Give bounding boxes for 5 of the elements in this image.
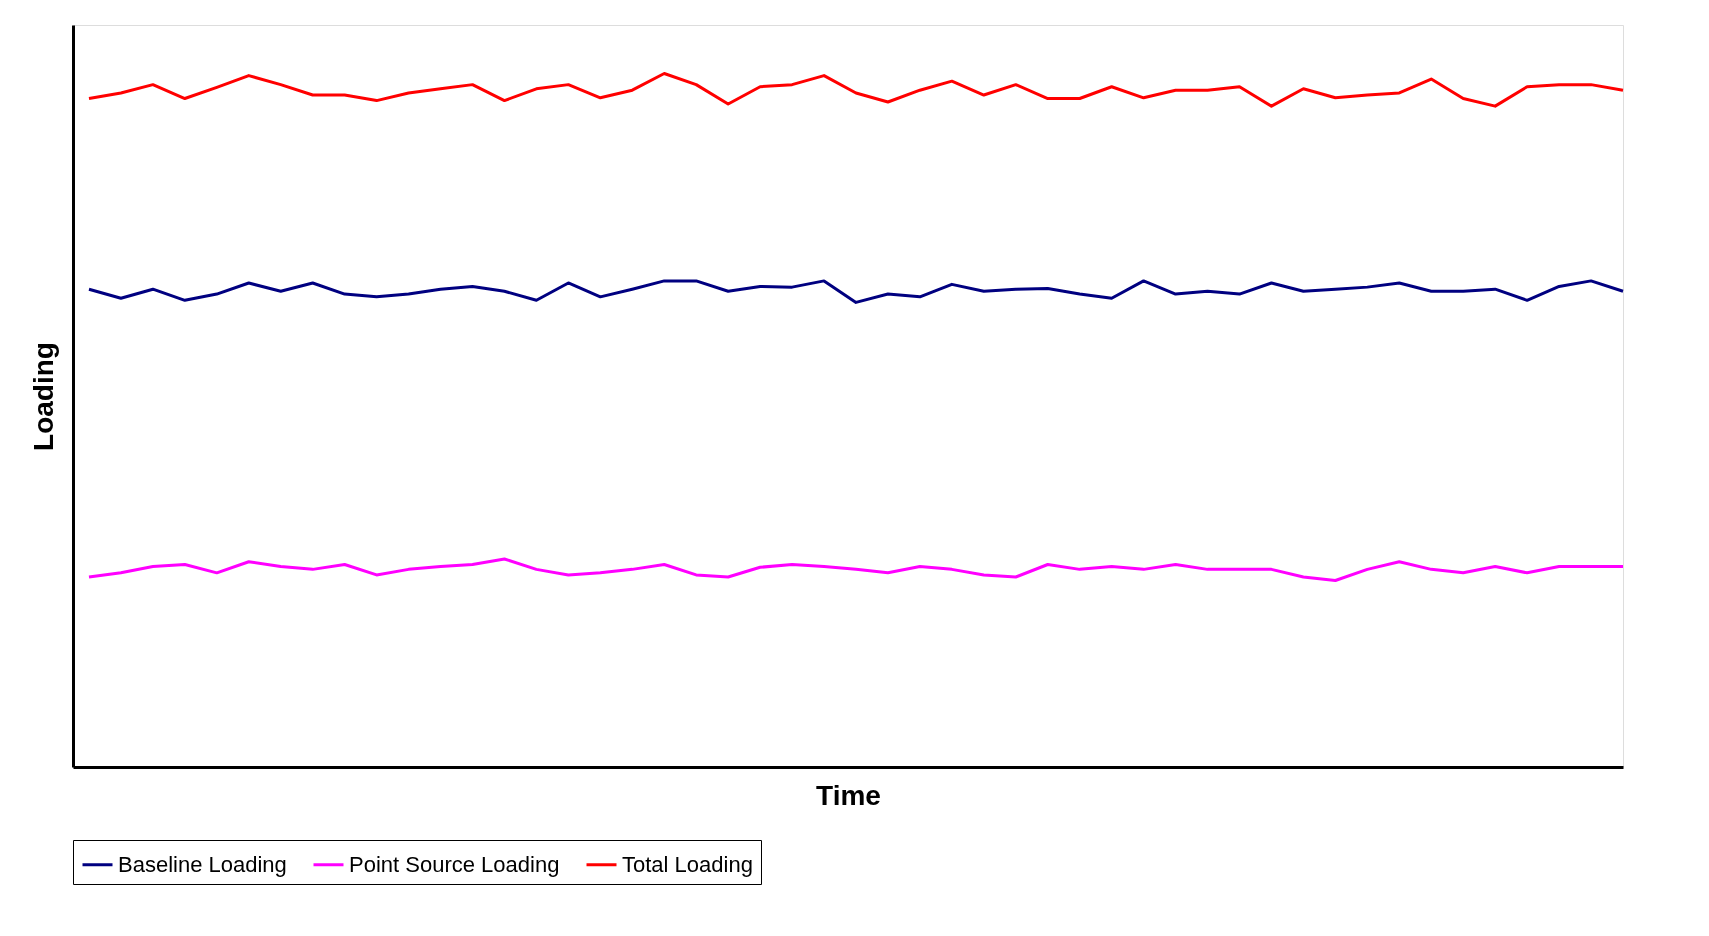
legend-label: Baseline Loading [118, 851, 287, 877]
legend-label: Point Source Loading [349, 851, 560, 877]
legend-label: Total Loading [622, 851, 753, 877]
y-axis-title: Loading [27, 342, 59, 451]
x-axis-title: Time [816, 779, 881, 811]
